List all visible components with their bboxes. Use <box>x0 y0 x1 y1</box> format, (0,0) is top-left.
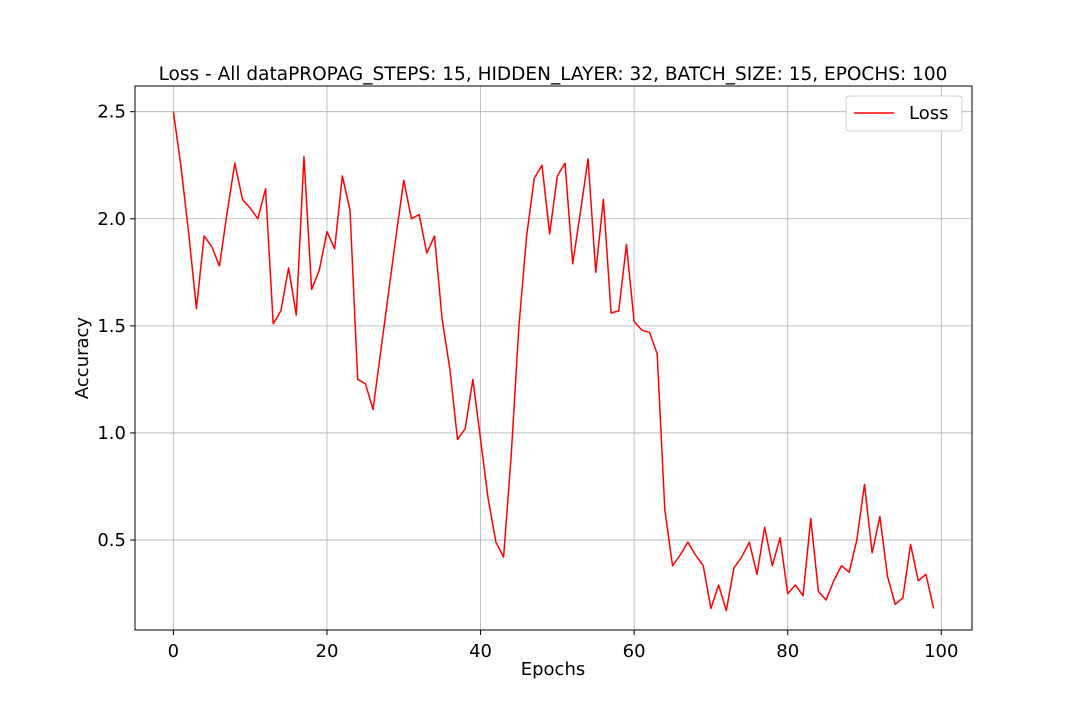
x-axis-ticks: 0 20 40 60 80 100 <box>168 630 958 662</box>
y-tick-label: 0.5 <box>97 530 126 551</box>
x-tick-label: 20 <box>316 641 339 662</box>
x-tick-label: 60 <box>623 641 646 662</box>
y-tick-label: 1.5 <box>97 316 126 337</box>
chart-title: Loss - All dataPROPAG_STEPS: 15, HIDDEN_… <box>159 64 948 85</box>
plot-area-frame <box>134 85 973 631</box>
y-axis-ticks: 0.5 1.0 1.5 2.0 2.5 <box>97 102 135 551</box>
y-tick-label: 2.0 <box>97 209 126 230</box>
grid-lines <box>135 86 972 630</box>
x-tick-label: 100 <box>924 641 958 662</box>
x-axis-label: Epochs <box>521 659 586 680</box>
series-layer <box>172 111 935 612</box>
loss-series-line <box>172 111 935 612</box>
legend: Loss <box>845 95 963 132</box>
y-tick-label: 1.0 <box>97 423 126 444</box>
y-axis-label: Accuracy <box>72 317 93 400</box>
x-tick-label: 0 <box>168 641 179 662</box>
legend-box <box>845 95 963 132</box>
y-tick-label: 2.5 <box>97 102 126 123</box>
legend-label-loss: Loss <box>909 103 948 124</box>
x-tick-label: 80 <box>776 641 799 662</box>
x-tick-label: 40 <box>469 641 492 662</box>
